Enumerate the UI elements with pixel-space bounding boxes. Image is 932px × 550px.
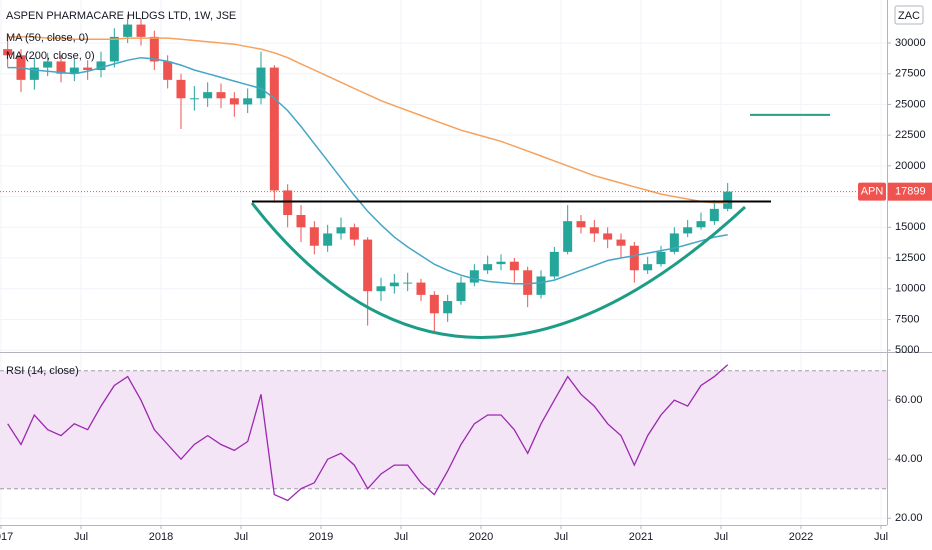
cup-drawing (250, 202, 747, 339)
candle-body (536, 276, 546, 295)
candle-body (656, 251, 666, 265)
x-tick-label: Jul (874, 531, 888, 543)
y-tick-label: 10000 (895, 283, 926, 295)
candle-body (336, 227, 346, 234)
candle-body (709, 208, 719, 222)
candle-body (136, 24, 146, 37)
candle-body (296, 215, 306, 228)
y-tick-label: 60.00 (895, 394, 923, 406)
candle-body (483, 264, 493, 271)
x-tick-label: 2018 (149, 531, 173, 543)
symbol-tag (858, 182, 886, 201)
x-tick-label: Jul (554, 531, 568, 543)
candle-body (29, 67, 39, 80)
x-tick-label: 2021 (629, 531, 653, 543)
y-tick-label: 40.00 (895, 453, 923, 465)
chart-title: ASPEN PHARMACARE HLDGS LTD, 1W, JSE (6, 10, 236, 22)
candle-body (69, 67, 79, 74)
candle-body (149, 36, 159, 62)
y-tick-label: 12500 (895, 252, 926, 264)
candle-body (643, 264, 653, 271)
symbol-tag-label: APN (861, 186, 884, 198)
candle-body (176, 79, 186, 99)
y-tick-label: 25000 (895, 98, 926, 110)
x-tick-label: 2020 (469, 531, 493, 543)
candle-body (323, 233, 333, 246)
candle-body (549, 251, 559, 277)
candle-body (3, 49, 13, 56)
candle-body (256, 67, 266, 99)
rsi-band (0, 370, 887, 489)
last-price-label: 17899 (895, 186, 926, 198)
candle-body (123, 24, 133, 37)
currency-box[interactable] (894, 5, 924, 25)
x-tick-label: 2017 (0, 531, 13, 543)
candle-body (229, 98, 239, 105)
y-tick-label: 22500 (895, 129, 926, 141)
candle-body (669, 233, 679, 252)
y-tick-label: 20.00 (895, 512, 923, 524)
candle-body (216, 92, 226, 99)
candle-body (469, 270, 479, 283)
moving-average (7, 56, 728, 285)
rsi-pane (0, 364, 887, 502)
candle-body (416, 282, 426, 295)
candle-body (563, 221, 573, 252)
x-tick-label: Jul (234, 531, 248, 543)
y-tick-label: 20000 (895, 160, 926, 172)
price-pane (0, 14, 887, 332)
candle-body (403, 282, 413, 284)
candle-body (389, 282, 399, 287)
y-tick-label: 30000 (895, 37, 926, 49)
candle-body (683, 227, 693, 234)
candle-body (443, 301, 453, 314)
candle-body (629, 245, 639, 271)
candle-body (43, 61, 53, 68)
candle-body (243, 98, 253, 105)
x-tick-label: 2022 (789, 531, 813, 543)
candle-body (509, 261, 519, 271)
legend-ma200: MA (200, close, 0) (6, 50, 95, 62)
y-tick-label: 15000 (895, 221, 926, 233)
candle-body (723, 191, 733, 209)
last-price-tag (888, 182, 932, 201)
moving-average (7, 36, 728, 204)
candle-body (309, 227, 319, 246)
candle-body (56, 61, 66, 74)
y-tick-label: 27500 (895, 68, 926, 80)
candle-body (363, 239, 373, 292)
candle-body (269, 67, 279, 191)
candle-body (429, 294, 439, 314)
candle-body (523, 270, 533, 295)
candle-body (589, 227, 599, 234)
legend-ma50: MA (50, close, 0) (6, 32, 89, 44)
candle-body (376, 286, 386, 292)
candle-body (496, 261, 506, 265)
candle-body (603, 233, 613, 240)
rsi-line (7, 364, 729, 502)
candle-body (576, 221, 586, 228)
y-tick-label: 7500 (895, 313, 919, 325)
candle-body (203, 92, 213, 99)
candle-body (163, 61, 173, 80)
candle-body (283, 190, 293, 216)
x-tick-label: Jul (394, 531, 408, 543)
candle-body (83, 67, 93, 71)
candle-body (456, 282, 466, 302)
x-tick-label: Jul (74, 531, 88, 543)
candle-body (616, 239, 626, 246)
y-tick-label: 5000 (895, 344, 919, 356)
x-tick-label: 2019 (309, 531, 333, 543)
rsi-label: RSI (14, close) (6, 365, 79, 377)
candle-body (96, 61, 106, 71)
axes: 5000750010000125001500017500200002250025… (0, 37, 932, 543)
candle-body (696, 221, 706, 228)
x-tick-label: Jul (714, 531, 728, 543)
candle-body (189, 98, 199, 100)
candle-body (349, 227, 359, 240)
candle-body (109, 36, 119, 62)
currency[interactable]: ZAC (898, 10, 920, 22)
